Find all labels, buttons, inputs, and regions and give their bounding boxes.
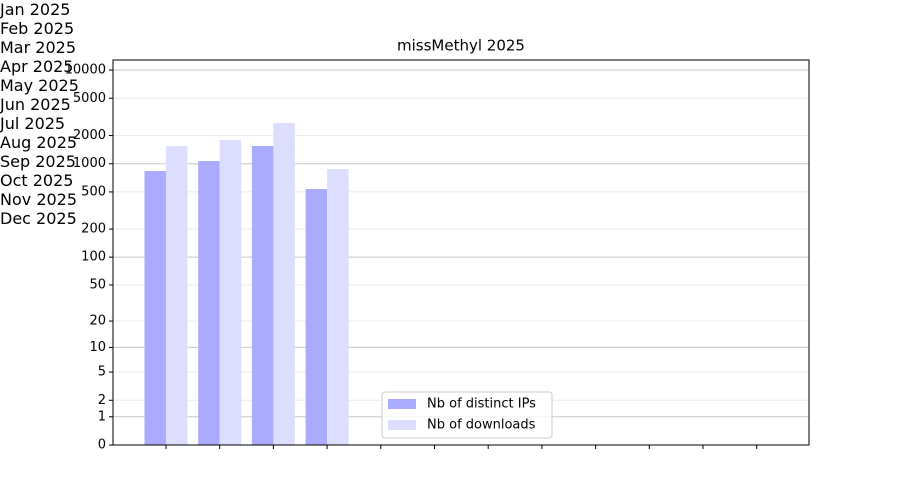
x-tick-label: Nov 2025 xyxy=(0,190,78,209)
bar xyxy=(273,123,295,445)
x-tick-label: Jan 2025 xyxy=(0,0,71,19)
bar xyxy=(327,169,349,445)
x-tick-label: Aug 2025 xyxy=(0,133,78,152)
y-tick-label: 50 xyxy=(89,277,106,292)
x-tick-label: Apr 2025 xyxy=(0,57,74,76)
chart-title: missMethyl 2025 xyxy=(397,37,525,55)
y-tick-label: 10 xyxy=(89,340,106,355)
bar xyxy=(305,189,328,445)
y-tick-label: 200 xyxy=(81,222,106,237)
legend-label: Nb of distinct IPs xyxy=(427,397,536,412)
legend-swatch xyxy=(388,399,416,409)
legend-box xyxy=(381,391,553,439)
legend-label: Nb of downloads xyxy=(427,418,536,433)
x-tick-label: Jul 2025 xyxy=(0,114,66,133)
x-tick-label: May 2025 xyxy=(0,76,79,95)
y-tick-label: 20 xyxy=(89,314,106,329)
x-tick-label: Feb 2025 xyxy=(0,19,75,38)
x-tick-label: Mar 2025 xyxy=(0,38,76,57)
y-tick-label: 2 xyxy=(98,393,106,408)
bar xyxy=(251,146,274,445)
plot-frame xyxy=(112,59,810,446)
y-tick-label: 10000 xyxy=(65,63,106,78)
bar xyxy=(198,160,220,445)
x-tick-label: Oct 2025 xyxy=(0,171,74,190)
bar xyxy=(219,140,242,445)
y-tick-label: 1 xyxy=(98,409,106,424)
y-tick-label: 5 xyxy=(98,365,106,380)
x-tick-label: Dec 2025 xyxy=(0,209,77,228)
y-tick-label: 0 xyxy=(98,438,106,453)
bar xyxy=(144,171,166,445)
y-tick-label: 100 xyxy=(81,250,106,265)
y-tick-label: 500 xyxy=(81,184,106,199)
y-tick-label: 2000 xyxy=(73,128,106,143)
y-tick-label: 5000 xyxy=(73,91,106,106)
legend-swatch xyxy=(388,420,416,430)
bar xyxy=(166,146,188,445)
x-tick-label: Sep 2025 xyxy=(0,152,76,171)
y-tick-label: 1000 xyxy=(73,156,106,171)
x-tick-label: Jun 2025 xyxy=(0,95,71,114)
